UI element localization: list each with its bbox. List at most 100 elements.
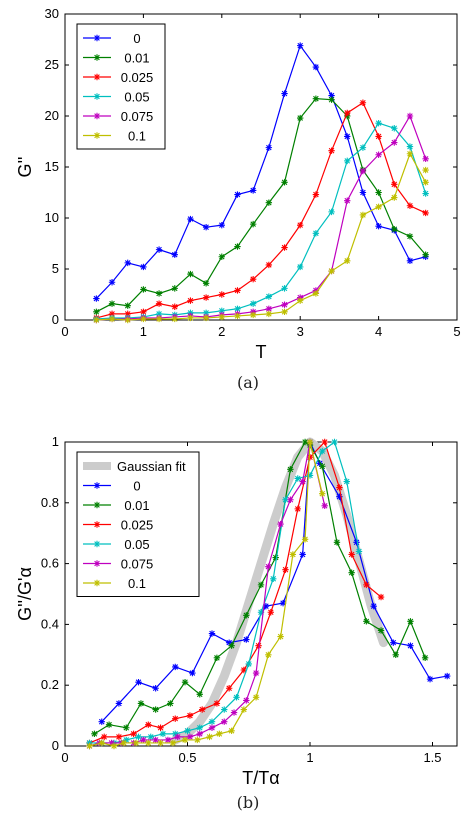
legend-label: Gaussian fit: [117, 459, 186, 474]
data-point: [344, 197, 351, 204]
data-point: [218, 221, 225, 229]
legend-swatch-marker: [93, 132, 101, 139]
y-tick-label: 0.2: [41, 677, 59, 692]
data-point: [299, 551, 306, 558]
x-axis-label: T/Tα: [242, 768, 279, 788]
data-point: [216, 730, 223, 738]
data-point: [344, 257, 351, 265]
data-point: [252, 669, 260, 677]
legend: [76, 23, 166, 150]
data-point: [228, 642, 235, 649]
data-point: [331, 438, 338, 446]
data-point: [186, 712, 194, 719]
data-point: [155, 290, 163, 297]
data-point: [391, 226, 398, 233]
data-point: [312, 95, 320, 102]
caption-a: (a): [237, 373, 259, 392]
data-point: [123, 736, 130, 744]
data-point: [243, 636, 250, 643]
data-point: [289, 551, 297, 558]
data-point: [243, 697, 250, 704]
data-point: [202, 294, 210, 301]
data-point: [422, 190, 429, 197]
data-point: [370, 602, 377, 610]
data-point: [282, 496, 289, 503]
data-point: [93, 295, 100, 302]
data-point: [98, 739, 105, 747]
data-point: [257, 581, 265, 589]
data-point: [375, 189, 382, 196]
data-point: [328, 208, 335, 216]
data-point: [265, 651, 272, 658]
data-point: [297, 221, 304, 229]
series-line-0.01: [96, 98, 427, 313]
legend-swatch-marker: [93, 54, 101, 61]
data-point: [319, 463, 326, 470]
x-tick-label: 0: [61, 324, 68, 339]
data-point: [234, 191, 241, 198]
data-point: [299, 478, 306, 485]
y-tick-label: 30: [45, 6, 59, 21]
legend-swatch-marker: [93, 521, 101, 528]
data-point: [230, 709, 238, 716]
legend-label: 0.05: [124, 537, 149, 552]
legend-swatch-marker: [93, 112, 101, 120]
data-point: [406, 143, 414, 150]
data-point: [348, 551, 355, 558]
data-point: [171, 303, 178, 310]
data-point: [249, 276, 257, 283]
data-point: [265, 199, 273, 206]
caption-b: (b): [237, 793, 260, 812]
data-point: [270, 575, 277, 582]
data-point: [234, 312, 241, 320]
series-0.025: [86, 438, 385, 747]
data-point: [375, 151, 382, 158]
data-point: [287, 496, 294, 503]
data-point: [152, 685, 159, 692]
data-point: [140, 263, 147, 271]
data-point: [344, 133, 351, 140]
legend-swatch-marker: [93, 579, 101, 587]
data-point: [181, 678, 189, 686]
data-point: [218, 291, 225, 298]
legend-swatch-marker: [93, 560, 101, 567]
x-tick-label: 5: [453, 324, 460, 339]
y-tick-label: 1: [52, 434, 59, 449]
series-line-0.025: [96, 101, 426, 319]
data-point: [137, 700, 145, 707]
data-point: [171, 251, 178, 258]
data-point: [422, 155, 429, 163]
data-point: [321, 502, 328, 510]
data-point: [202, 309, 210, 317]
legend-label: 0.01: [124, 51, 149, 66]
series-line-0.075: [96, 114, 427, 321]
data-point: [240, 706, 248, 713]
data-point: [281, 90, 288, 97]
data-point: [155, 310, 163, 318]
data-point: [265, 305, 273, 312]
data-point: [152, 706, 159, 713]
data-point: [426, 675, 434, 683]
data-point: [208, 724, 216, 731]
series-0.025: [93, 99, 429, 322]
data-point: [221, 706, 228, 713]
series-line-0.05: [96, 122, 427, 320]
y-tick-label: 10: [45, 210, 59, 225]
data-point: [187, 270, 194, 278]
data-point: [91, 730, 98, 738]
data-point: [390, 639, 397, 646]
data-point: [124, 302, 131, 309]
data-point: [196, 730, 203, 738]
y-tick-label: 15: [45, 159, 59, 174]
data-point: [422, 209, 429, 217]
x-tick-label: 4: [375, 324, 382, 339]
data-point: [218, 253, 225, 260]
x-tick-label: 1: [140, 324, 147, 339]
series-0: [98, 438, 451, 725]
data-point: [234, 243, 241, 250]
data-point: [312, 63, 320, 71]
data-point: [391, 194, 398, 201]
data-point: [105, 721, 113, 728]
data-point: [281, 244, 288, 251]
data-point: [249, 220, 257, 228]
